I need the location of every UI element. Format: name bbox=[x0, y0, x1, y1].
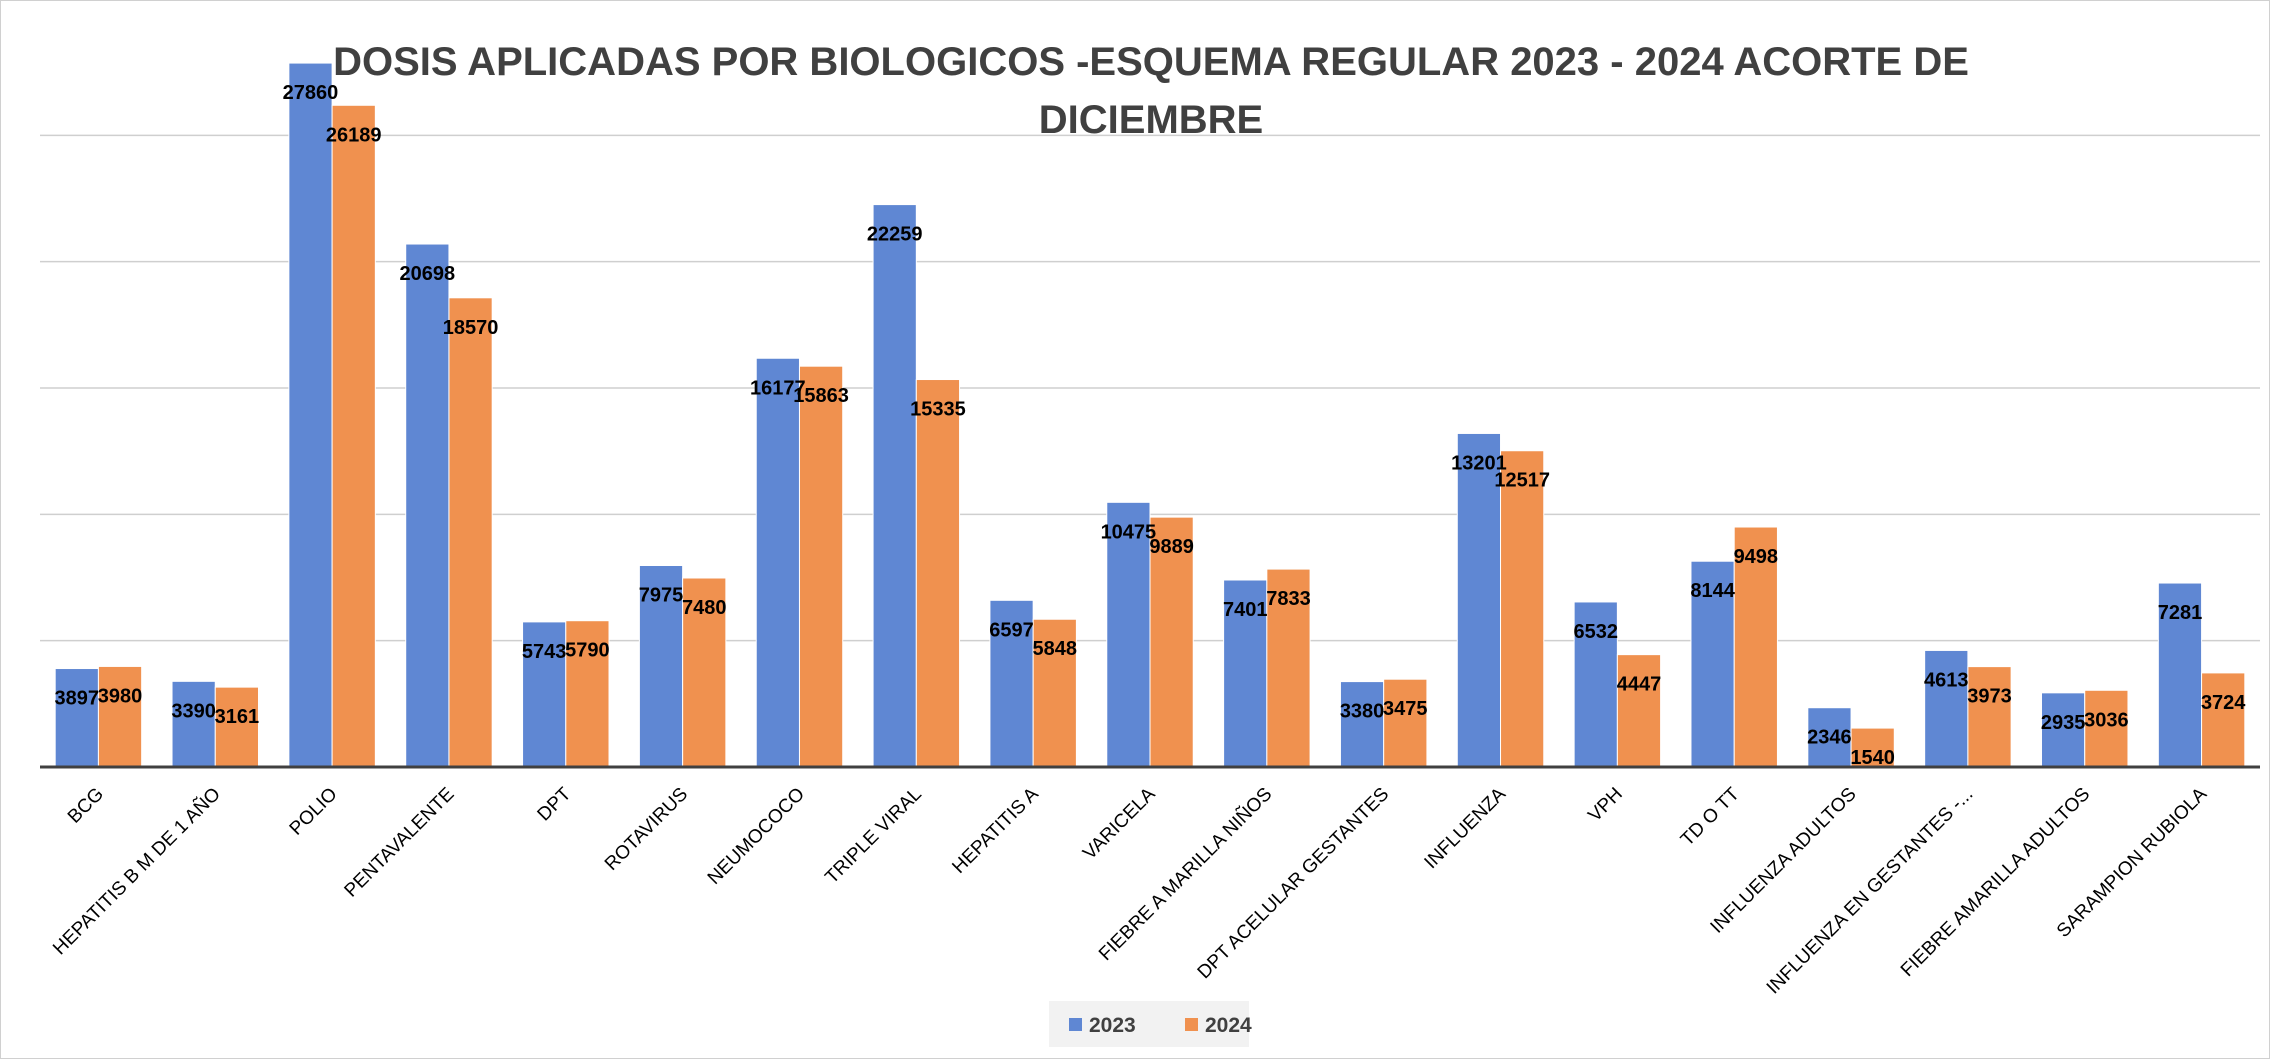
data-label: 3036 bbox=[2084, 709, 2129, 731]
x-tick-label: PENTAVALENTE bbox=[341, 784, 459, 902]
bar bbox=[1573, 601, 1618, 768]
data-label: 27860 bbox=[283, 82, 339, 104]
data-label: 3724 bbox=[2201, 692, 2246, 714]
data-label: 18570 bbox=[443, 317, 499, 339]
legend: 2023 2024 bbox=[1049, 1001, 1252, 1047]
bar bbox=[1032, 618, 1077, 768]
data-label: 3390 bbox=[171, 700, 216, 722]
data-label: 5848 bbox=[1033, 638, 1078, 660]
x-tick-label: FIEBRE AMARILLA ADULTOS bbox=[1897, 784, 2094, 981]
x-tick-label: ROTAVIRUS bbox=[601, 784, 692, 875]
bar bbox=[288, 62, 333, 768]
data-label: 22259 bbox=[867, 224, 923, 246]
data-label: 4613 bbox=[1924, 669, 1969, 691]
data-label: 16177 bbox=[750, 377, 806, 399]
bar bbox=[1149, 516, 1194, 768]
data-label: 9889 bbox=[1149, 536, 1194, 558]
data-label: 6532 bbox=[1574, 621, 1619, 643]
x-tick-label: TRIPLE VIRAL bbox=[821, 784, 925, 888]
bar bbox=[1616, 654, 1662, 768]
bar bbox=[682, 577, 727, 768]
bar bbox=[1339, 681, 1385, 768]
bar bbox=[1850, 727, 1895, 768]
legend-label: 2023 bbox=[1089, 1014, 1136, 1037]
bar bbox=[798, 365, 844, 768]
bar bbox=[872, 204, 917, 768]
bar bbox=[638, 564, 684, 768]
bar bbox=[1967, 666, 2012, 768]
data-label: 7975 bbox=[639, 584, 684, 606]
bar bbox=[97, 665, 143, 768]
data-label: 7401 bbox=[1223, 599, 1268, 621]
data-label: 20698 bbox=[400, 263, 456, 285]
data-label: 26189 bbox=[326, 124, 382, 146]
data-label: 10475 bbox=[1101, 521, 1157, 543]
bar bbox=[1266, 568, 1311, 768]
data-label: 13201 bbox=[1451, 452, 1507, 474]
chart-title: DOSIS APLICADAS POR BIOLOGICOS -ESQUEMA … bbox=[333, 40, 1969, 142]
data-label: 5743 bbox=[522, 641, 567, 663]
bar bbox=[989, 599, 1034, 768]
legend-label: 2024 bbox=[1205, 1014, 1252, 1037]
legend-swatch bbox=[1185, 1018, 1198, 1031]
data-label: 6597 bbox=[989, 619, 1034, 641]
data-label: 15335 bbox=[910, 399, 966, 421]
data-label: 2346 bbox=[1807, 727, 1852, 749]
data-label: 3161 bbox=[215, 706, 260, 728]
data-label: 7480 bbox=[682, 597, 727, 619]
bar bbox=[915, 379, 961, 768]
data-label: 2935 bbox=[2041, 712, 2086, 734]
bar bbox=[1223, 579, 1268, 768]
x-tick-label: DPT bbox=[534, 783, 576, 825]
bar bbox=[1383, 678, 1428, 768]
bar bbox=[565, 620, 610, 768]
data-label: 9498 bbox=[1734, 546, 1779, 568]
x-tick-label: NEUMOCOCO bbox=[704, 784, 809, 889]
data-label: 8144 bbox=[1690, 580, 1735, 602]
x-tick-label: BCG bbox=[64, 784, 108, 828]
bar bbox=[54, 668, 99, 768]
bar bbox=[1106, 501, 1151, 768]
x-tick-label: VARICELA bbox=[1079, 783, 1160, 864]
bar bbox=[448, 297, 493, 768]
bar bbox=[1924, 649, 1969, 768]
data-label: 15863 bbox=[793, 385, 849, 407]
bar bbox=[331, 104, 376, 768]
bar bbox=[171, 680, 216, 768]
x-tick-label: INFLUENZA EN GESTANTES -... bbox=[1763, 784, 1978, 999]
legend-swatch bbox=[1069, 1018, 1082, 1031]
bar bbox=[2201, 672, 2246, 768]
data-label: 3897 bbox=[55, 688, 100, 710]
data-label: 4447 bbox=[1617, 674, 1662, 696]
data-label: 3980 bbox=[98, 685, 143, 707]
data-label: 3475 bbox=[1383, 698, 1428, 720]
x-tick-label: VPH bbox=[1584, 784, 1626, 826]
data-label: 5790 bbox=[565, 640, 610, 662]
x-tick-label: DPT ACELULAR GESTANTES bbox=[1194, 784, 1394, 984]
x-tick-label: TD O TT bbox=[1677, 783, 1744, 850]
x-tick-label: INFLUENZA bbox=[1421, 783, 1511, 873]
legend-box bbox=[1049, 1001, 1249, 1047]
data-label: 12517 bbox=[1494, 470, 1550, 492]
data-label: 7281 bbox=[2158, 602, 2203, 624]
data-label: 1540 bbox=[1850, 747, 1895, 769]
bar bbox=[1807, 707, 1852, 768]
bar bbox=[2084, 689, 2129, 768]
bar bbox=[755, 357, 800, 768]
bar bbox=[2041, 692, 2086, 768]
x-tick-label: HEPATITIS A bbox=[948, 783, 1042, 877]
bar bbox=[1500, 450, 1545, 768]
data-label: 3973 bbox=[1967, 686, 2012, 708]
bar bbox=[1733, 526, 1778, 768]
x-tick-label: POLIO bbox=[286, 784, 342, 840]
data-label: 3380 bbox=[1340, 701, 1385, 723]
data-label: 7833 bbox=[1266, 588, 1311, 610]
